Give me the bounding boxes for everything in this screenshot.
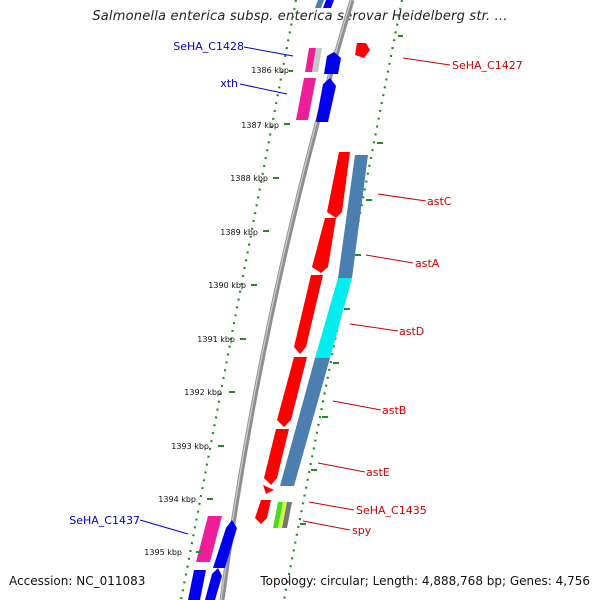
cds-astE	[264, 429, 289, 485]
leader-line	[308, 501, 355, 511]
strip-green	[273, 502, 283, 528]
cds-bottom-blue-a	[188, 570, 206, 600]
operon-segment-astD	[315, 278, 352, 358]
cds-SeHA_C1427	[355, 43, 370, 58]
tick-label: 1394 kbp	[158, 495, 196, 504]
map-title: Salmonella enterica subsp. enterica sero…	[92, 9, 508, 24]
cds-SeHA_C1428-blue	[324, 52, 341, 74]
gene-label-astE: astE	[366, 466, 390, 479]
cds-SeHA_C1428-b	[312, 48, 322, 72]
gene-label-astD: astD	[399, 325, 424, 338]
gene-label-SeHA_C1427: SeHA_C1427	[452, 59, 523, 72]
tick-label: 1389 kbp	[220, 228, 258, 237]
cds-top-blue-a	[315, 0, 324, 8]
cds-spy	[255, 500, 271, 524]
leader-line	[302, 520, 351, 531]
gene-label-SeHA_C1428: SeHA_C1428	[173, 40, 244, 53]
cds-top-blue-b	[323, 0, 334, 8]
gene-label-spy: spy	[352, 524, 372, 537]
tick-label: 1391 kbp	[197, 335, 235, 344]
operon-segment-astB-astE	[280, 358, 330, 486]
left-tick-track	[179, 0, 298, 600]
tick-label: 1386 kbp	[251, 66, 289, 75]
tick-label: 1392 kbp	[184, 388, 222, 397]
cds-astD	[294, 275, 323, 354]
cds-SeHA_C1435	[263, 485, 274, 494]
gene-label-astA: astA	[415, 257, 440, 270]
cds-astC	[327, 152, 350, 218]
gene-label-astC: astC	[427, 195, 452, 208]
leader-line	[332, 400, 382, 411]
gene-label-astB: astB	[382, 404, 406, 417]
leader-line	[349, 323, 399, 332]
cds-bottom-blue-b	[205, 568, 222, 600]
leader-line	[377, 193, 427, 202]
cds-SeHA_C1428	[305, 48, 316, 72]
tick-label: 1390 kbp	[208, 281, 246, 290]
gene-label-SeHA_C1437: SeHA_C1437	[69, 514, 140, 527]
strip-gray	[282, 502, 292, 528]
leader-line	[402, 57, 451, 66]
strip-yellow	[278, 502, 287, 528]
tick-label: 1395 kbp	[144, 548, 182, 557]
left-labels: SeHA_C1428 xth SeHA_C1437	[69, 40, 294, 535]
leader-line	[239, 83, 288, 95]
cds-astB	[277, 357, 307, 427]
leader-line	[365, 254, 414, 264]
cds-xth	[296, 78, 316, 120]
accession-text: Accession: NC_011083	[9, 574, 146, 588]
tick-label: 1393 kbp	[171, 442, 209, 451]
gene-label-SeHA_C1435: SeHA_C1435	[356, 504, 427, 517]
leader-line	[243, 46, 294, 57]
tick-label: 1387 kbp	[241, 121, 279, 130]
cds-SeHA_C1437	[196, 516, 222, 562]
cds-xth-blue	[316, 78, 336, 122]
leader-line	[139, 519, 189, 535]
cds-astA	[312, 218, 336, 273]
operon-segment-astC	[338, 155, 368, 278]
leader-line	[317, 462, 366, 473]
topology-text: Topology: circular; Length: 4,888,768 bp…	[260, 574, 590, 588]
tick-group: 1386 kbp 1387 kbp 1388 kbp 1389 kbp 1390…	[144, 35, 403, 557]
gene-label-xth: xth	[220, 77, 238, 90]
right-labels: SeHA_C1427 astC astA astD astB astE SeHA…	[302, 57, 523, 537]
tick-label: 1388 kbp	[230, 174, 268, 183]
cds-SeHA_C1437-blue	[213, 520, 237, 568]
